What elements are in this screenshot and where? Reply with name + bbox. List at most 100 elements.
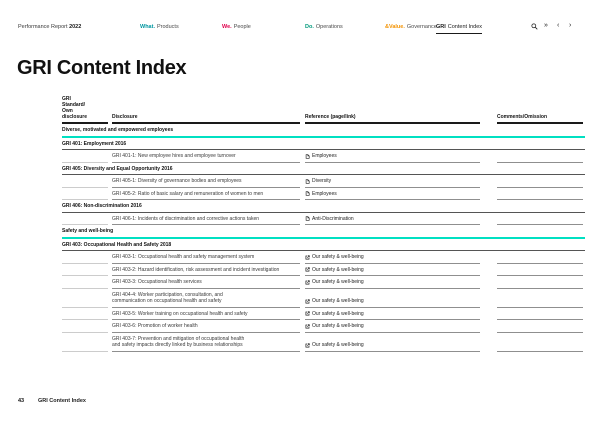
reference-cell: Our safety & well-being — [305, 289, 480, 308]
document-link-icon — [305, 154, 310, 159]
table-row: GRI 405-1: Diversity of governance bodie… — [62, 175, 585, 188]
group-header: GRI 401: Employment 2016 — [62, 138, 585, 150]
table-row: GRI 403-5: Worker training on occupation… — [62, 308, 585, 320]
reference-link[interactable]: Our safety & well-being — [305, 342, 364, 349]
standard-cell — [62, 188, 108, 200]
external-link-icon — [305, 311, 310, 316]
reference-cell: Our safety & well-being — [305, 333, 480, 352]
reference-label: Our safety & well-being — [312, 279, 364, 285]
document-link-icon — [305, 191, 310, 196]
nav-item-products[interactable]: What. Products — [140, 23, 179, 31]
disclosure-cell: GRI 405-1: Diversity of governance bodie… — [112, 175, 300, 188]
page-number: 43 — [18, 398, 25, 404]
chevron-right-icon[interactable]: › — [569, 22, 572, 29]
table-row: GRI 403-2: Hazard identification, risk a… — [62, 264, 585, 276]
nav-item-label: Operations — [315, 24, 343, 30]
comments-cell — [497, 333, 583, 352]
table-row: GRI 401-1: New employee hires and employ… — [62, 150, 585, 163]
comments-cell — [497, 188, 583, 200]
page-title: GRI Content Index — [17, 57, 187, 79]
disclosure-cell: GRI 403-3: Occupational health services — [112, 276, 300, 289]
standard-cell — [62, 320, 108, 333]
nav-item-governance[interactable]: &Value. Governance — [385, 23, 437, 31]
nav-item-people[interactable]: We. People — [222, 23, 251, 31]
reference-link[interactable]: Our safety & well-being — [305, 298, 364, 305]
table-row: GRI 405-2: Ratio of basic salary and rem… — [62, 188, 585, 200]
nav-item-prefix: What. — [140, 24, 155, 30]
disclosure-cell: GRI 403-5: Worker training on occupation… — [112, 308, 300, 320]
reference-cell: Diversity — [305, 175, 480, 188]
reference-link[interactable]: Employees — [305, 191, 337, 198]
reference-label: Our safety & well-being — [312, 266, 364, 273]
standard-cell — [62, 175, 108, 188]
reference-cell: Employees — [305, 188, 480, 200]
nav-item-prefix: &Value. — [385, 24, 405, 30]
nav-item-label: Products — [156, 24, 179, 30]
reference-label: Employees — [312, 190, 337, 197]
gri-content-table: GRI Standard/ Own disclosure Disclosure … — [62, 96, 585, 352]
standard-cell — [62, 150, 108, 163]
table-row: GRI 404-4: Worker participation, consult… — [62, 289, 585, 308]
comments-cell — [497, 308, 583, 320]
nav-item-prefix: Do. — [305, 24, 314, 30]
nav-item-prefix: GRI — [436, 24, 446, 30]
reference-link[interactable]: Our safety & well-being — [305, 323, 364, 330]
disclosure-cell: GRI 403-7: Prevention and mitigation of … — [112, 333, 300, 352]
search-icon[interactable] — [531, 21, 538, 30]
comments-cell — [497, 150, 583, 163]
double-chevron-right-icon[interactable]: » — [544, 22, 548, 29]
section-header: Diverse, motivated and empowered employe… — [62, 124, 585, 138]
reference-link[interactable]: Anti-Discrimination — [305, 216, 354, 223]
table-body: Diverse, motivated and empowered employe… — [62, 124, 585, 352]
table-row: GRI 403-7: Prevention and mitigation of … — [62, 333, 585, 352]
reference-link[interactable]: Our safety & well-being — [305, 254, 364, 261]
nav-item-operations[interactable]: Do. Operations — [305, 23, 343, 31]
reference-link[interactable]: Diversity — [305, 178, 331, 185]
table-row: GRI 406-1: Incidents of discrimination a… — [62, 213, 585, 225]
nav-item-gri-content-index[interactable]: GRI Content Index — [436, 23, 483, 34]
reference-link[interactable]: Our safety & well-being — [305, 279, 364, 286]
group-header: GRI 406: Non-discrimination 2016 — [62, 200, 585, 213]
document-link-icon — [305, 179, 310, 184]
nav-report-title[interactable]: Performance Report 2022 — [18, 23, 81, 31]
section-header: Safety and well-being — [62, 225, 585, 239]
comments-cell — [497, 264, 583, 276]
reference-cell: Our safety & well-being — [305, 276, 480, 289]
comments-cell — [497, 320, 583, 333]
reference-label: Anti-Discrimination — [312, 215, 354, 222]
table-row: GRI 403-1: Occupational health and safet… — [62, 251, 585, 264]
comments-cell — [497, 213, 583, 225]
standard-cell — [62, 333, 108, 352]
standard-cell — [62, 251, 108, 264]
column-header-reference: Reference (page/link) — [305, 114, 480, 124]
column-header-disclosure: Disclosure — [112, 114, 300, 124]
disclosure-cell: GRI 404-4: Worker participation, consult… — [112, 289, 300, 308]
nav-item-label: Governance — [406, 24, 437, 30]
reference-label: Our safety & well-being — [312, 254, 364, 260]
table-row: GRI 403-3: Occupational health services O… — [62, 276, 585, 289]
chevron-left-icon[interactable]: ‹ — [557, 22, 560, 29]
reference-cell: Our safety & well-being — [305, 308, 480, 320]
standard-cell — [62, 213, 108, 225]
disclosure-cell: GRI 403-1: Occupational health and safet… — [112, 251, 300, 264]
reference-cell: Our safety & well-being — [305, 264, 480, 276]
comments-cell — [497, 276, 583, 289]
external-link-icon — [305, 280, 310, 285]
disclosure-cell: GRI 401-1: New employee hires and employ… — [112, 150, 300, 163]
external-link-icon — [305, 267, 310, 272]
group-header: GRI 403: Occupational Health and Safety … — [62, 239, 585, 251]
disclosure-cell: GRI 403-2: Hazard identification, risk a… — [112, 264, 300, 276]
reference-label: Our safety & well-being — [312, 298, 364, 304]
reference-label: Employees — [312, 153, 337, 159]
reference-link[interactable]: Our safety & well-being — [305, 267, 364, 274]
reference-link[interactable]: Employees — [305, 153, 337, 160]
nav-item-prefix: We. — [222, 24, 232, 30]
disclosure-cell: GRI 405-2: Ratio of basic salary and rem… — [112, 188, 300, 200]
reference-link[interactable]: Our safety & well-being — [305, 311, 364, 318]
group-header: GRI 405: Diversity and Equal Opportunity… — [62, 163, 585, 175]
table-row: GRI 403-6: Promotion of worker health Our… — [62, 320, 585, 333]
disclosure-cell: GRI 406-1: Incidents of discrimination a… — [112, 213, 300, 225]
top-nav: Performance Report 2022 What. Products We… — [0, 0, 600, 40]
external-link-icon — [305, 299, 310, 304]
column-header-comments: Comments/Omission — [497, 114, 583, 124]
